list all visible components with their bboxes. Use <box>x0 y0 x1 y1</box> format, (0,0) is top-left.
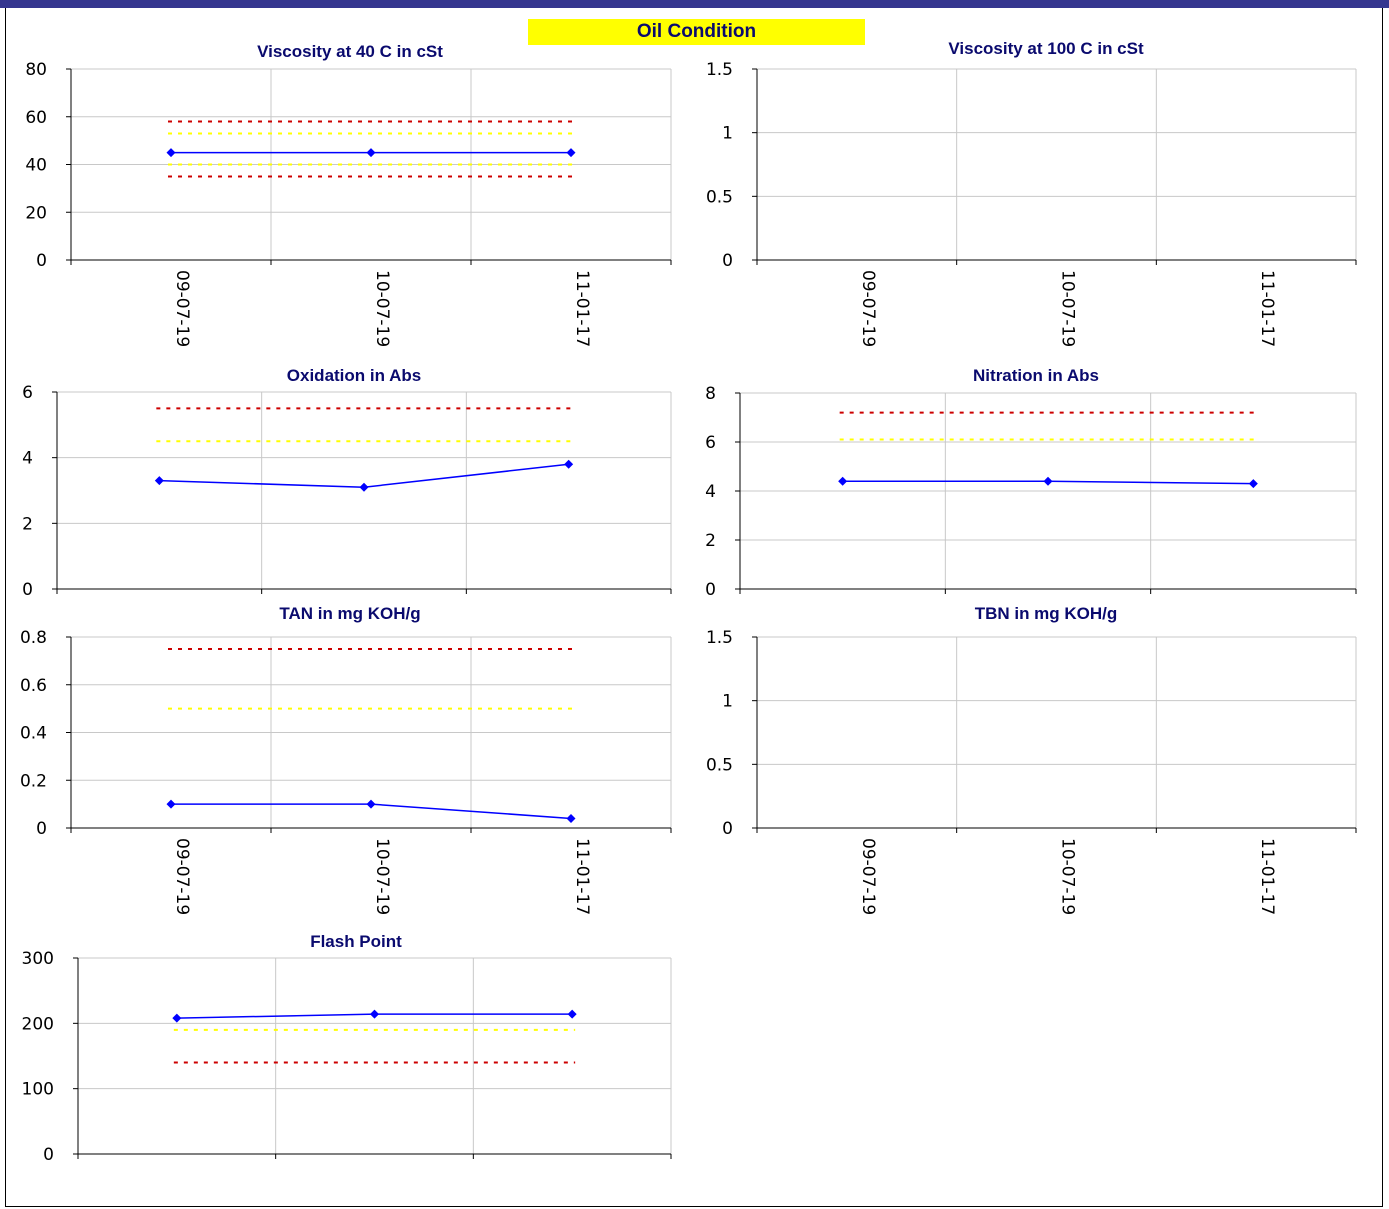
chart-tan-category-label: 11-01-17 <box>572 838 592 915</box>
chart-tbn-ytick-label: 1 <box>722 692 733 712</box>
chart-oxidation-ytick-label: 4 <box>22 449 33 469</box>
chart-tan-category-label: 10-07-19 <box>372 838 392 915</box>
chart-visc40-ytick-label: 0 <box>36 251 47 271</box>
chart-visc100-ytick-label: 0 <box>722 251 733 271</box>
chart-flash-ytick-label: 0 <box>43 1145 54 1165</box>
chart-flash-data-point <box>370 1009 379 1019</box>
chart-visc100-category-label: 09-07-19 <box>858 270 878 347</box>
chart-tbn-ytick-label: 1.5 <box>706 628 733 648</box>
chart-visc100-category-label: 11-01-17 <box>1257 270 1277 347</box>
chart-tbn-ytick-label: 0.5 <box>706 755 733 775</box>
chart-tbn-category-label: 10-07-19 <box>1058 838 1078 915</box>
chart-tan-category-label: 09-07-19 <box>172 838 192 915</box>
chart-nitration-data-point <box>1043 476 1053 486</box>
chart-visc40-data-point <box>366 148 376 158</box>
chart-tbn-category-label: 09-07-19 <box>858 838 878 915</box>
chart-tan-ytick-label: 0.8 <box>20 628 47 648</box>
chart-tan-ytick-label: 0.4 <box>20 724 47 744</box>
chart-visc40-data-point <box>166 148 176 158</box>
chart-tan-ytick-label: 0.6 <box>20 676 47 696</box>
chart-tan-ytick-label: 0 <box>36 819 47 839</box>
chart-visc40-ytick-label: 40 <box>25 156 47 176</box>
chart-visc40-category-label: 11-01-17 <box>572 270 592 347</box>
chart-nitration-data-point <box>1248 479 1258 489</box>
chart-tan-title: TAN in mg KOH/g <box>279 604 420 623</box>
chart-tbn-ytick-label: 0 <box>722 819 733 839</box>
chart-flash-ytick-label: 300 <box>22 949 54 969</box>
top-accent-bar <box>0 0 1389 8</box>
chart-oxidation-data-point <box>154 476 164 486</box>
chart-visc40-ytick-label: 60 <box>25 108 47 128</box>
chart-nitration-data-point <box>838 476 848 486</box>
chart-tbn-title: TBN in mg KOH/g <box>975 604 1118 623</box>
chart-tan-data-point <box>566 813 576 823</box>
report-frame <box>5 8 1383 1207</box>
chart-flash-ytick-label: 100 <box>22 1080 54 1100</box>
chart-oxidation-title: Oxidation in Abs <box>287 366 421 385</box>
chart-visc40-ytick-label: 20 <box>25 203 47 223</box>
chart-visc40-category-label: 10-07-19 <box>372 270 392 347</box>
chart-visc40-data-point <box>566 148 576 158</box>
chart-nitration-ytick-label: 2 <box>705 531 716 551</box>
chart-visc40-category-label: 09-07-19 <box>172 270 192 347</box>
chart-oxidation-ytick-label: 6 <box>22 383 33 403</box>
chart-visc100-title: Viscosity at 100 C in cSt <box>948 39 1144 58</box>
chart-visc100-ytick-label: 1 <box>722 124 733 144</box>
chart-flash-title: Flash Point <box>310 932 402 951</box>
chart-visc40-ytick-label: 80 <box>25 60 47 80</box>
chart-nitration-ytick-label: 8 <box>705 384 716 404</box>
chart-visc100-category-label: 10-07-19 <box>1058 270 1078 347</box>
chart-nitration-ytick-label: 6 <box>705 433 716 453</box>
chart-tan-data-point <box>366 799 376 809</box>
chart-flash-ytick-label: 200 <box>22 1014 54 1034</box>
chart-oxidation-data-point <box>564 459 574 469</box>
page-title: Oil Condition <box>528 19 865 45</box>
chart-flash-data-point <box>172 1013 182 1023</box>
chart-flash-data-point <box>567 1009 577 1019</box>
chart-oxidation-ytick-label: 2 <box>22 514 33 534</box>
chart-oxidation-ytick-label: 0 <box>22 580 33 600</box>
chart-visc100-ytick-label: 1.5 <box>706 60 733 80</box>
chart-visc40-title: Viscosity at 40 C in cSt <box>257 42 443 61</box>
chart-tan-data-point <box>166 799 176 809</box>
chart-nitration-ytick-label: 4 <box>705 482 716 502</box>
chart-tan-ytick-label: 0.2 <box>20 771 47 791</box>
chart-visc100-ytick-label: 0.5 <box>706 187 733 207</box>
chart-nitration-ytick-label: 0 <box>705 580 716 600</box>
chart-nitration-title: Nitration in Abs <box>973 366 1099 385</box>
chart-tbn-category-label: 11-01-17 <box>1257 838 1277 915</box>
chart-oxidation-data-point <box>359 482 369 492</box>
